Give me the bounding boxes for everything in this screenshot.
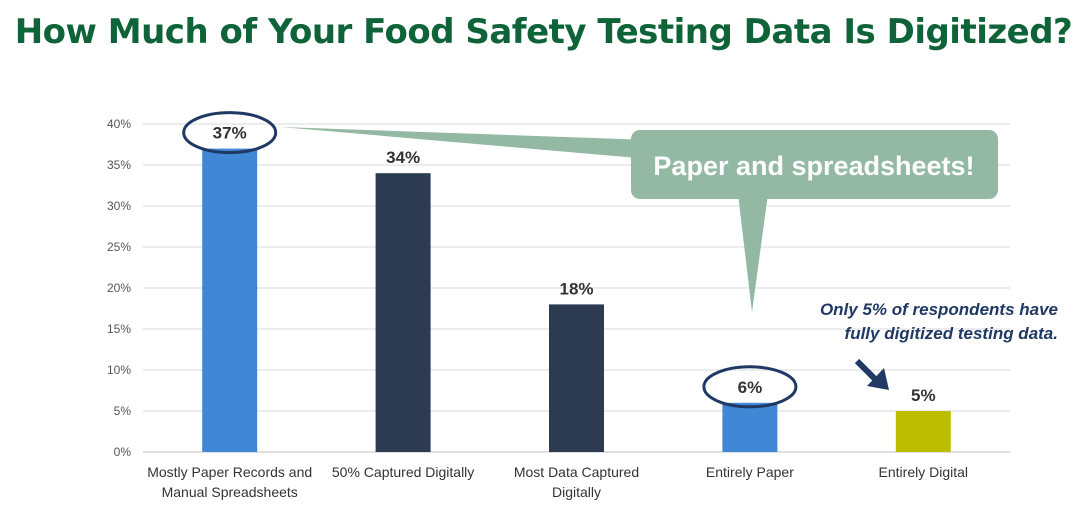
note-text: Only 5% of respondents have (820, 300, 1058, 319)
arrow-icon (854, 358, 878, 382)
y-tick-label: 25% (107, 240, 131, 254)
bar (549, 304, 604, 452)
y-tick-label: 40% (107, 117, 131, 131)
callout-box (631, 130, 998, 199)
category-label: Mostly Paper Records and (147, 464, 312, 480)
highlight-ring (182, 111, 278, 155)
y-tick-label: 20% (107, 281, 131, 295)
bar (722, 402, 778, 452)
note-text: fully digitized testing data. (845, 324, 1058, 343)
category-label: Entirely Digital (879, 464, 968, 480)
data-label: 18% (559, 279, 593, 298)
y-tick-label: 10% (107, 363, 131, 377)
bars (202, 148, 951, 452)
highlight-ring (702, 365, 798, 409)
category-label: 50% Captured Digitally (332, 464, 474, 480)
arrowhead-icon (867, 368, 889, 390)
chart-title: How Much of Your Food Safety Testing Dat… (14, 12, 1073, 52)
data-label: 37% (213, 124, 247, 143)
callout-text: Paper and spreadsheets! (653, 151, 974, 181)
bar (895, 411, 951, 452)
y-tick-label: 0% (114, 445, 132, 459)
category-label: Most Data Captured (514, 464, 639, 480)
callout-pointer-down (738, 194, 768, 312)
category-label: Manual Spreadsheets (162, 484, 298, 500)
category-label: Digitally (552, 484, 601, 500)
gridlines: 0% 5% 10% 15% 20% 25% 30% 35% 40% (107, 117, 1010, 459)
data-labels: 37% 34% 18% 6% 5% (213, 124, 936, 405)
y-tick-label: 5% (114, 404, 132, 418)
callout-pointer-left (281, 127, 660, 160)
data-label: 5% (911, 386, 936, 405)
y-tick-label: 35% (107, 158, 131, 172)
category-label: Entirely Paper (706, 464, 794, 480)
y-tick-label: 30% (107, 199, 131, 213)
bar (202, 148, 258, 452)
y-tick-label: 15% (107, 322, 131, 336)
annotations: Paper and spreadsheets! Only 5% of respon… (182, 111, 1058, 409)
category-labels: Mostly Paper Records and Manual Spreadshe… (147, 464, 968, 500)
data-label: 34% (386, 148, 420, 167)
bar (375, 173, 431, 452)
data-label: 6% (738, 378, 763, 397)
